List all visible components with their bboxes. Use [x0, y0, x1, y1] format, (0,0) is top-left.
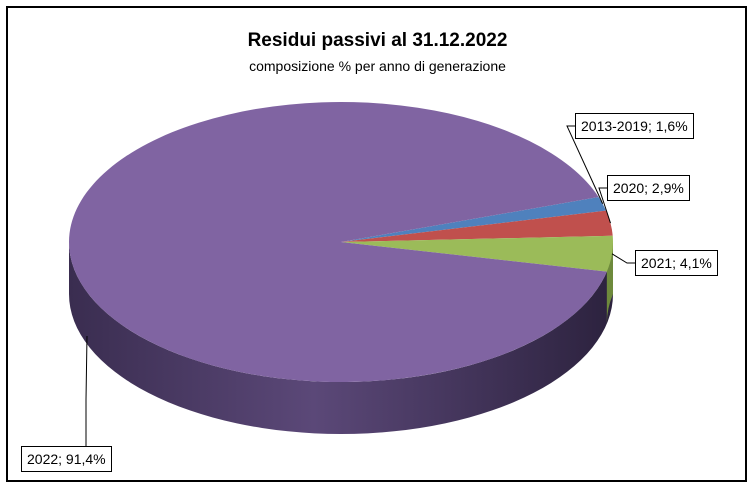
slice-label-2013-2019: 2013-2019; 1,6% — [575, 113, 694, 139]
leader-line-2013-2019 — [566, 125, 604, 204]
leader-line-2021 — [611, 253, 635, 264]
leader-line-2020 — [598, 187, 611, 224]
leader-line-2022 — [85, 335, 88, 446]
chart-subtitle: composizione % per anno di generazione — [249, 58, 506, 74]
pie-slice-2013-2019 — [341, 197, 607, 242]
slice-label-2022: 2022; 91,4% — [21, 446, 112, 472]
pie-slice-2022 — [68, 102, 607, 383]
chart-title: Residui passivi al 31.12.2022 — [247, 30, 508, 51]
slice-label-2021: 2021; 4,1% — [635, 250, 718, 276]
pie-side-wall — [69, 242, 613, 434]
pie-slice-2021 — [341, 235, 613, 272]
slice-label-2020: 2020; 2,9% — [607, 175, 690, 201]
pie-slice-2020 — [341, 210, 613, 242]
